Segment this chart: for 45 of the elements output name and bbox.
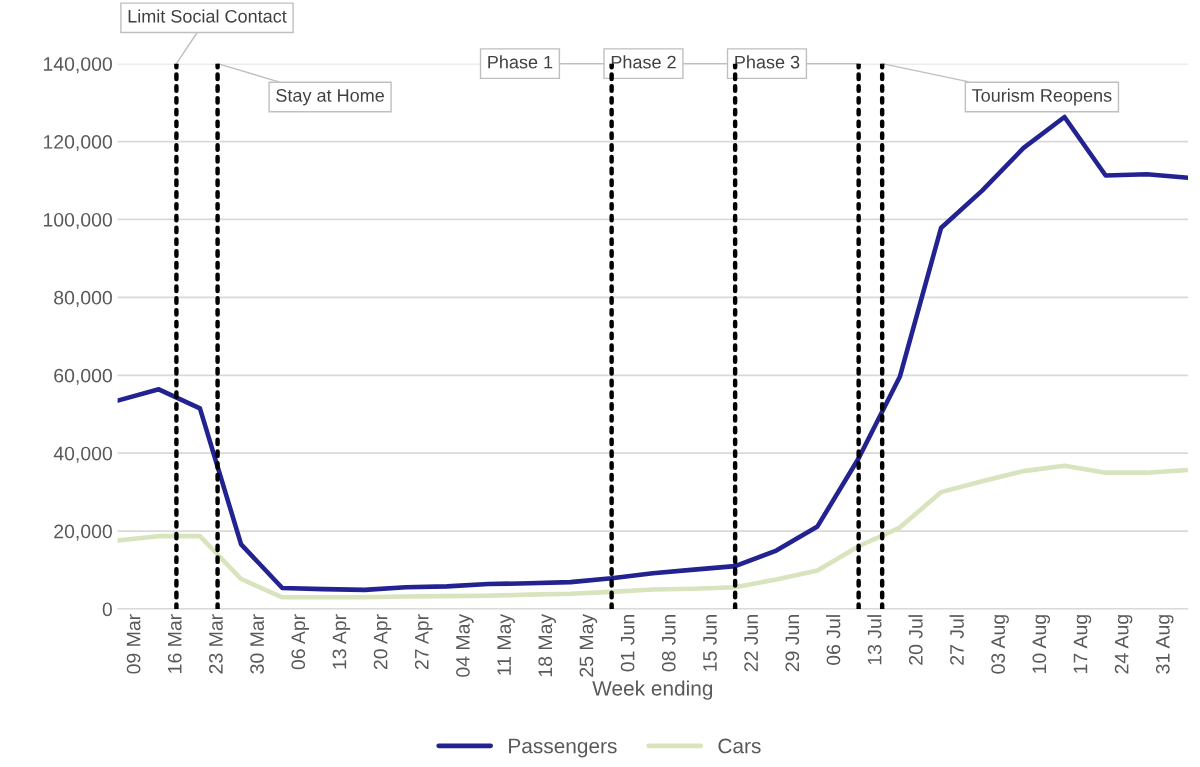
x-tick-label: 27 Apr [414,614,433,670]
x-tick-label: 24 Aug [1114,615,1133,674]
x-tick-label: 01 Jun [620,615,635,672]
x-tick-label: 30 Mar [250,614,264,674]
x-tick-label: 16 Mar [167,614,182,673]
legend-label: Passengers [509,738,617,758]
y-tick-label: 40,000 [53,446,112,463]
x-axis-title: Week ending [592,680,713,700]
x-tick-label: 25 May [579,613,598,677]
ref-line-label: Tourism Reopens [972,88,1112,106]
y-tick-label: 60,000 [54,368,112,385]
y-tick-label: 0 [102,602,112,617]
x-tick-label: 18 May [538,613,556,677]
x-tick-label: 20 Apr [373,614,392,670]
ref-line-label: Stay at Home [276,89,384,106]
x-tick-label: 06 Jul [826,615,841,665]
x-tick-label: 09 Mar [126,614,141,674]
x-tick-label: 22 Jun [744,615,758,672]
x-tick-label: 10 Aug [1032,615,1051,673]
ref-line-label: Limit Social Contact [128,9,287,23]
x-tick-label: 23 Mar [209,614,223,674]
x-tick-label: 03 Aug [991,615,1009,674]
x-tick-label: 08 Jun [661,615,676,672]
ref-line-label: Phase 1 [488,55,553,69]
x-tick-label: 20 Jul [908,615,923,665]
x-tick-label: 04 May [456,613,474,677]
x-tick-label: 31 Aug [1155,615,1174,674]
x-tick-label: 11 May [497,613,515,675]
y-tick-label: 100,000 [43,212,112,230]
y-tick-label: 20,000 [54,524,112,541]
x-tick-label: 15 Jun [703,615,717,671]
y-tick-label: 140,000 [43,57,112,74]
line-series [117,114,1188,593]
x-tick-label: 17 Aug [1073,615,1092,673]
ref-line-label: Phase 2 [611,55,676,69]
ref-line-label: Phase 3 [735,55,800,69]
x-tick-label: 13 Jul [867,615,882,665]
line-series [117,463,1188,600]
x-tick-label: 29 Jun [785,615,800,672]
x-tick-label: 06 Apr [291,614,309,670]
legend-label: Cars [718,738,761,754]
y-tick-label: 120,000 [43,135,112,152]
x-tick-label: 13 Apr [332,614,351,669]
y-tick-label: 80,000 [54,290,112,307]
x-tick-label: 27 Jul [949,615,964,665]
